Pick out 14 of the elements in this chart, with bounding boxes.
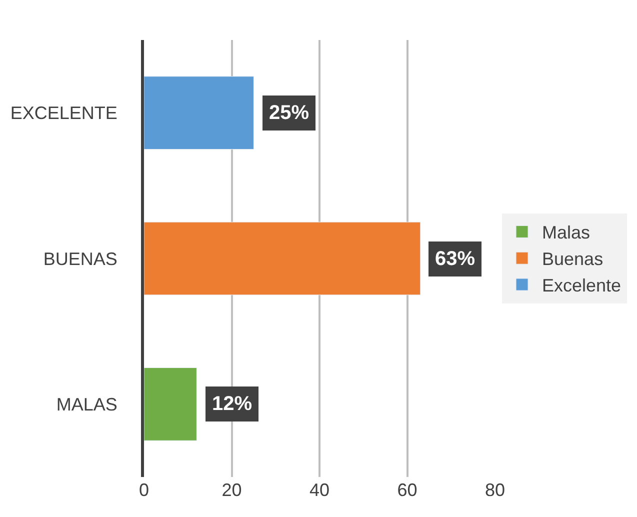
y-tick-label: EXCELENTE [10, 103, 118, 124]
legend-label: Malas [542, 222, 590, 243]
data-label: 25% [269, 102, 310, 124]
x-tick-label: 0 [138, 480, 150, 500]
x-tick-label: 40 [309, 480, 330, 500]
legend-label: Excelente [542, 276, 622, 296]
x-tick-label: 20 [222, 480, 242, 500]
legend-label: Buenas [542, 249, 604, 270]
y-tick-label: BUENAS [43, 248, 118, 269]
x-tick-label: 80 [484, 480, 506, 500]
data-label: 63% [435, 248, 476, 270]
x-tick-label: 60 [397, 480, 418, 500]
data-label: 12% [212, 393, 252, 415]
y-tick-label: MALAS [56, 394, 118, 414]
